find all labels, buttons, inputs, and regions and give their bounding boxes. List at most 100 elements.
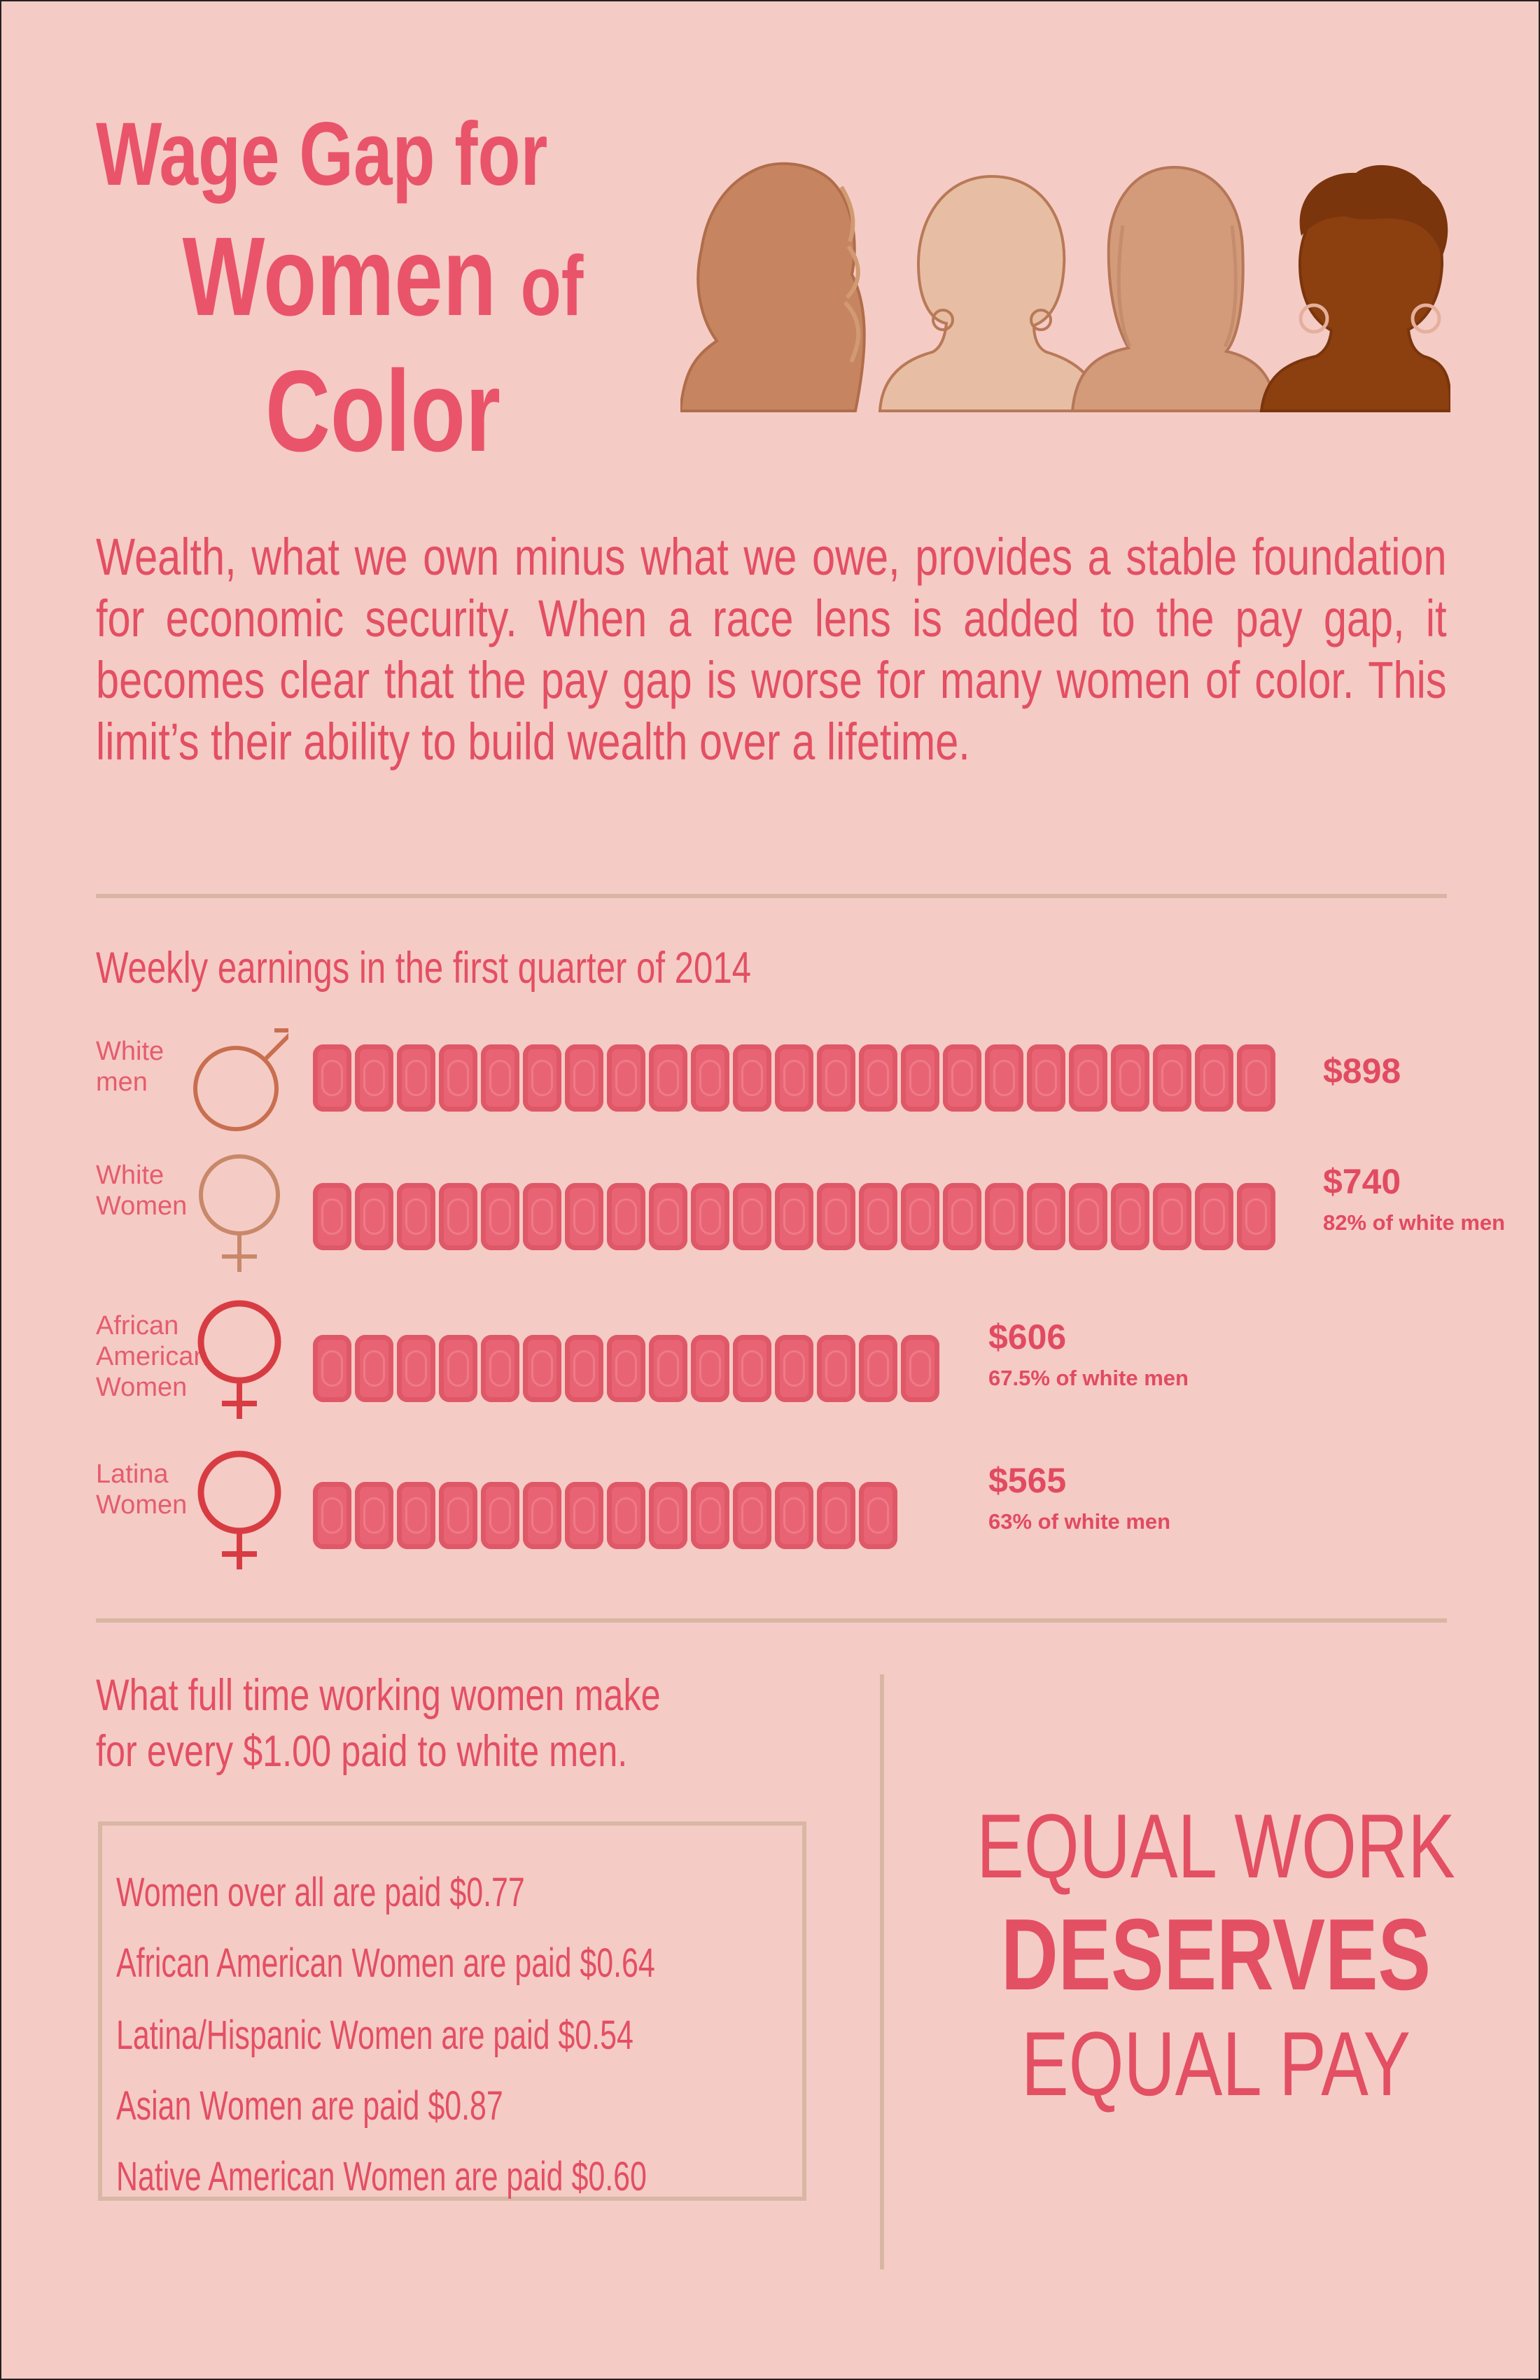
money-bill-icon xyxy=(649,1183,687,1250)
money-bill-icon xyxy=(481,1183,519,1250)
money-bill-icon xyxy=(859,1335,897,1402)
money-bill-icon xyxy=(523,1183,561,1250)
money-bill-icon xyxy=(817,1044,855,1112)
money-bill-icon xyxy=(775,1183,813,1250)
money-bill-icon xyxy=(775,1482,813,1549)
amount-value-african-american-women: $606 xyxy=(988,1317,1067,1357)
paid-per-dollar-box: Women over all are paid $0.77 African Am… xyxy=(98,1821,806,2201)
money-bill-icon xyxy=(607,1335,645,1402)
money-bill-icon xyxy=(649,1482,687,1549)
money-bill-icon xyxy=(1111,1044,1149,1112)
intro-paragraph: Wealth, what we own minus what we owe, p… xyxy=(96,526,1447,773)
money-bill-icon xyxy=(691,1044,729,1112)
male-icon xyxy=(193,1028,288,1131)
top-divider xyxy=(96,894,1447,898)
paid-item-native-american-women: Native American Women are paid $0.60 xyxy=(116,2154,647,2199)
vertical-divider xyxy=(880,1674,884,2269)
money-bill-icon xyxy=(985,1044,1023,1112)
money-bill-icon xyxy=(901,1183,939,1250)
money-bill-icon xyxy=(859,1482,897,1549)
money-bill-icon xyxy=(901,1044,939,1112)
money-bill-icon xyxy=(1069,1183,1107,1250)
money-bill-icon xyxy=(1069,1044,1107,1112)
paid-per-dollar-title: What full time working women make for ev… xyxy=(96,1667,673,1779)
amount-white-women: $740 82% of white men xyxy=(1323,1162,1505,1236)
money-bill-icon xyxy=(649,1335,687,1402)
money-bill-icon xyxy=(733,1335,771,1402)
intro-text: Wealth, what we own minus what we owe, p… xyxy=(96,528,1447,771)
money-bill-icon xyxy=(859,1183,897,1250)
paid-per-dollar-title-text: What full time working women make for ev… xyxy=(96,1671,661,1776)
weekly-earnings-title: Weekly earnings in the first quarter of … xyxy=(96,943,751,993)
women-silhouettes-illustration xyxy=(680,162,1450,412)
row-label-latina-women: Latina Women xyxy=(96,1460,188,1520)
money-bill-icon xyxy=(1153,1183,1191,1250)
white-women-female-icon xyxy=(199,1154,280,1272)
money-bill-icon xyxy=(1237,1183,1275,1250)
paid-item-african-american-women: African American Women are paid $0.64 xyxy=(116,1940,655,1986)
title-women: Women xyxy=(182,214,496,339)
money-bill-icon xyxy=(397,1044,435,1112)
latina-women-female-icon xyxy=(197,1450,281,1569)
money-bill-icon xyxy=(1027,1183,1065,1250)
slogan-line-1: EQUAL WORK xyxy=(976,1795,1455,1897)
amount-value-latina-women: $565 xyxy=(988,1461,1067,1500)
money-bill-icon xyxy=(1195,1183,1233,1250)
money-bill-icon xyxy=(355,1335,393,1402)
title-line-3: Color xyxy=(265,346,501,475)
money-bill-icon xyxy=(1153,1044,1191,1112)
money-bill-icon xyxy=(439,1482,477,1549)
slogan-line-2: DESERVES xyxy=(1001,1898,1431,2011)
money-bill-icon xyxy=(1195,1044,1233,1112)
paid-item-latina-hispanic-women: Latina/Hispanic Women are paid $0.54 xyxy=(116,2012,634,2058)
money-bill-icon xyxy=(943,1183,981,1250)
paid-item-asian-women: Asian Women are paid $0.87 xyxy=(116,2083,503,2129)
money-bill-icon xyxy=(775,1335,813,1402)
page-title: Wage Gap for Women of Color xyxy=(96,110,670,469)
money-bill-icon xyxy=(313,1482,351,1549)
title-line-2: Women of xyxy=(159,220,607,332)
bar-white-men xyxy=(313,1044,1275,1112)
money-bill-icon xyxy=(355,1044,393,1112)
title-line-1: Wage Gap for xyxy=(96,104,548,204)
bar-white-women xyxy=(313,1183,1275,1250)
bar-latina-women xyxy=(313,1482,897,1549)
money-bill-icon xyxy=(397,1183,435,1250)
money-bill-icon xyxy=(439,1335,477,1402)
money-bill-icon xyxy=(607,1482,645,1549)
money-bill-icon xyxy=(1027,1044,1065,1112)
money-bill-icon xyxy=(355,1183,393,1250)
money-bill-icon xyxy=(397,1482,435,1549)
bar-african-american-women xyxy=(313,1335,939,1402)
money-bill-icon xyxy=(607,1183,645,1250)
money-bill-icon xyxy=(607,1044,645,1112)
money-bill-icon xyxy=(313,1183,351,1250)
silhouette-4 xyxy=(1259,164,1450,412)
african-american-women-female-icon xyxy=(197,1300,281,1419)
amount-african-american-women: $606 67.5% of white men xyxy=(988,1317,1189,1392)
silhouette-3 xyxy=(1070,165,1278,412)
money-bill-icon xyxy=(733,1183,771,1250)
amount-value-white-men: $898 xyxy=(1323,1051,1401,1091)
amount-latina-women: $565 63% of white men xyxy=(988,1461,1170,1535)
silhouette-1 xyxy=(680,162,866,412)
money-bill-icon xyxy=(691,1335,729,1402)
money-bill-icon xyxy=(565,1482,603,1549)
money-bill-icon xyxy=(481,1482,519,1549)
middle-divider xyxy=(96,1618,1447,1623)
money-bill-icon xyxy=(985,1183,1023,1250)
money-bill-icon xyxy=(439,1044,477,1112)
paid-item-women-overall: Women over all are paid $0.77 xyxy=(116,1870,525,1915)
money-bill-icon xyxy=(523,1335,561,1402)
money-bill-icon xyxy=(859,1044,897,1112)
row-label-white-men: White men xyxy=(96,1037,164,1097)
money-bill-icon xyxy=(481,1335,519,1402)
money-bill-icon xyxy=(733,1482,771,1549)
money-bill-icon xyxy=(817,1335,855,1402)
amount-note-african-american-women: 67.5% of white men xyxy=(988,1366,1189,1390)
money-bill-icon xyxy=(397,1335,435,1402)
money-bill-icon xyxy=(565,1044,603,1112)
money-bill-icon xyxy=(1237,1044,1275,1112)
amount-note-latina-women: 63% of white men xyxy=(988,1509,1171,1534)
